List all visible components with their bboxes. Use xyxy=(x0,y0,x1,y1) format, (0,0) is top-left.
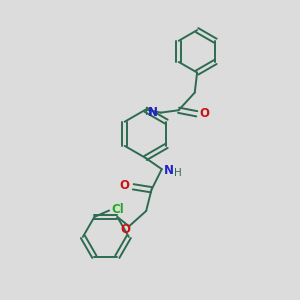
Text: Cl: Cl xyxy=(111,203,124,216)
Text: O: O xyxy=(120,179,130,192)
Text: O: O xyxy=(120,223,130,236)
Text: H: H xyxy=(174,168,182,178)
Text: N: N xyxy=(148,106,158,118)
Text: O: O xyxy=(200,107,210,120)
Text: H: H xyxy=(145,107,153,117)
Text: N: N xyxy=(164,164,174,177)
